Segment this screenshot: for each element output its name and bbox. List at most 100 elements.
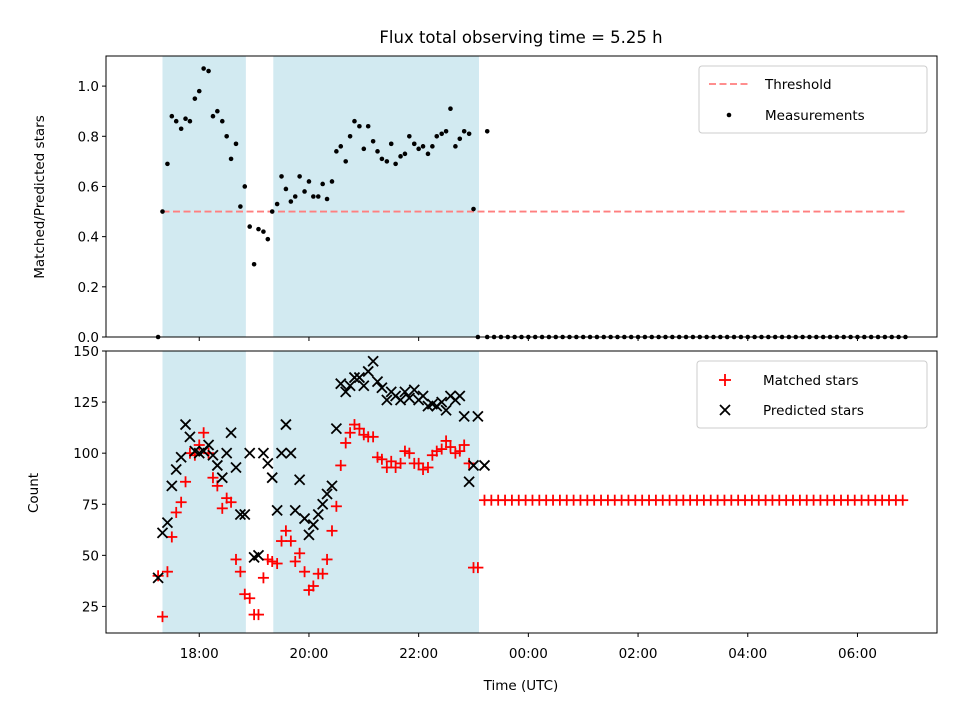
measurement-point: [324, 196, 330, 202]
top-panel-x-ticks: [198, 337, 858, 341]
predicted-x-b: [298, 512, 311, 525]
predicted-star-point: [202, 439, 215, 451]
predicted-x-b: [161, 517, 174, 529]
measurement-point: [302, 189, 307, 194]
predicted-star-point: [280, 418, 292, 431]
measurement-point: [384, 159, 390, 164]
matched-star-point: [271, 558, 283, 570]
measurement-point: [228, 156, 234, 162]
predicted-x-b: [307, 519, 319, 531]
top-ytick-label: 0.2: [78, 280, 99, 296]
predicted-x-b: [280, 418, 292, 431]
matched-legend-label: Matched stars: [763, 373, 859, 389]
predicted-x-b: [440, 404, 452, 416]
top-panel-shaded-spans: [162, 56, 479, 337]
bottom-panel-ylabel: Count: [26, 473, 42, 513]
matched-star-point: [266, 555, 278, 567]
predicted-x-b: [230, 461, 242, 474]
matched-star-point: [897, 494, 909, 506]
predicted-x-b: [152, 572, 164, 584]
top-shaded-span-0: [162, 56, 246, 337]
predicted-x-b: [417, 390, 429, 402]
predicted-star-point: [166, 480, 178, 492]
matched-star-point: [152, 570, 164, 582]
bottom-shaded-span-0: [162, 351, 246, 633]
measurement-point: [169, 113, 175, 119]
predicted-star-point: [152, 572, 164, 584]
matched-star-point: [344, 427, 356, 439]
measurement-point: [411, 141, 417, 147]
matched-star-point: [180, 476, 192, 488]
matched-star-point: [463, 457, 475, 469]
matched-star-point: [170, 506, 182, 518]
measurements-legend-swatch: [726, 112, 732, 118]
measurement-point: [297, 174, 302, 179]
predicted-x-b: [312, 508, 324, 521]
measurement-point: [311, 194, 316, 199]
measurement-point: [334, 149, 339, 154]
matched-star-point: [285, 535, 297, 547]
measurement-point: [461, 128, 467, 134]
predicted-x-b: [244, 447, 256, 459]
predicted-star-point: [257, 447, 270, 459]
measurement-point: [247, 224, 253, 229]
predicted-x-b: [271, 504, 283, 517]
matched-star-point: [395, 457, 407, 469]
predicted-x-b: [348, 371, 361, 384]
predicted-x-b: [179, 418, 192, 431]
measurement-point: [357, 123, 362, 129]
matched-star-point: [403, 447, 415, 459]
measurement-point: [178, 126, 184, 132]
predicted-x-b: [317, 498, 329, 510]
threshold-legend-label: Threshold: [764, 77, 832, 93]
matched-legend-swatch: [719, 374, 731, 386]
predicted-star-point: [239, 508, 251, 521]
predicted-x-b: [166, 480, 178, 492]
x-axis-label: Time (UTC): [483, 678, 559, 694]
predicted-x-b: [216, 472, 228, 484]
predicted-x-b: [257, 447, 270, 459]
predicted-star-point: [436, 396, 448, 408]
top-ytick-label: 0.6: [78, 179, 99, 195]
bottom-ytick-label: 75: [82, 497, 99, 513]
predicted-x-b: [344, 380, 356, 392]
predicted-star-point: [317, 498, 329, 510]
predicted-x-b: [358, 380, 370, 392]
predicted-star-point: [293, 474, 306, 486]
matched-star-point: [454, 445, 466, 457]
predicted-star-point: [179, 418, 192, 431]
bottom-panel-shaded-spans: [162, 351, 479, 633]
measurement-point: [256, 226, 261, 232]
top-ytick-label: 0.4: [78, 230, 99, 246]
predicted-star-point: [463, 476, 475, 488]
measurement-point: [453, 144, 458, 149]
bottom-panel-y-axis: 25 50 75 100 125 150: [73, 344, 106, 615]
measurement-point: [219, 118, 225, 124]
predicted-star-point: [207, 449, 219, 461]
matched-star-point: [326, 525, 338, 537]
matched-star-point: [353, 423, 365, 435]
measurement-point: [269, 209, 275, 214]
top-panel-legend: Threshold Measurements: [698, 65, 928, 134]
predicted-star-point: [175, 451, 187, 463]
predicted-x-b: [381, 394, 393, 406]
measurement-point: [407, 133, 412, 139]
measurement-point: [361, 146, 367, 152]
measurement-point: [192, 96, 198, 101]
top-panel-ratio: 0.0 0.2 0.4 0.6 0.8 1.0 Matched/Predicted sta…: [32, 55, 938, 346]
predicted-x-b: [262, 457, 274, 470]
predicted-star-point: [367, 355, 379, 367]
predicted-star-point: [344, 380, 356, 392]
bottom-legend-box: [696, 360, 928, 429]
predicted-x-b: [321, 488, 333, 500]
predicted-star-point: [275, 447, 288, 459]
predicted-x-b: [207, 449, 219, 461]
top-ytick-label: 1.0: [78, 79, 99, 95]
measurement-point: [306, 179, 312, 184]
matched-star-point: [440, 435, 452, 447]
predicted-x-b: [463, 476, 475, 488]
predicted-stars-points: [152, 355, 491, 584]
measurement-point: [370, 139, 376, 144]
measurement-point: [484, 128, 490, 134]
